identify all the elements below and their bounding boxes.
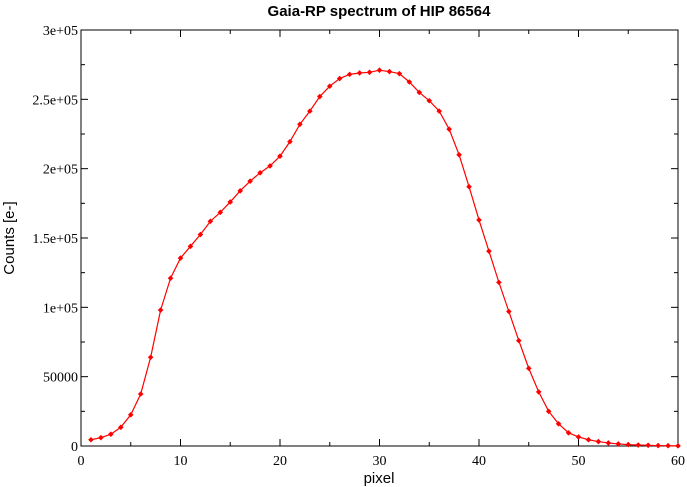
data-point bbox=[187, 243, 194, 250]
data-point bbox=[506, 308, 512, 315]
data-point bbox=[277, 153, 283, 159]
data-point bbox=[565, 430, 572, 436]
data-point bbox=[665, 442, 671, 449]
data-point bbox=[486, 248, 492, 254]
data-point bbox=[555, 421, 562, 427]
x-axis-label: pixel bbox=[364, 470, 395, 487]
data-point bbox=[247, 178, 253, 184]
x-tick-label: 20 bbox=[273, 454, 287, 469]
data-point bbox=[406, 79, 413, 85]
data-point bbox=[426, 97, 433, 104]
data-point bbox=[267, 163, 273, 169]
data-point bbox=[456, 152, 462, 158]
data-point bbox=[516, 337, 522, 344]
data-point bbox=[496, 279, 502, 286]
chart-title: Gaia-RP spectrum of HIP 86564 bbox=[268, 3, 492, 20]
data-point bbox=[127, 412, 134, 418]
data-point bbox=[386, 68, 393, 75]
data-point bbox=[346, 71, 353, 78]
data-point bbox=[336, 75, 343, 82]
data-point bbox=[605, 440, 612, 446]
y-tick-label: 50000 bbox=[43, 371, 78, 386]
data-point bbox=[108, 431, 114, 438]
y-tick-label: 2e+05 bbox=[43, 163, 78, 178]
data-point bbox=[147, 354, 154, 361]
data-point bbox=[356, 70, 363, 76]
data-point bbox=[227, 199, 234, 205]
y-tick-label: 1.5e+05 bbox=[32, 232, 78, 247]
data-point bbox=[615, 441, 622, 447]
y-tick-label: 2.5e+05 bbox=[32, 93, 78, 108]
data-point bbox=[177, 255, 184, 261]
data-point bbox=[326, 83, 333, 89]
data-point bbox=[307, 108, 313, 114]
x-tick-label: 10 bbox=[174, 454, 188, 469]
x-tick-label: 0 bbox=[78, 454, 85, 469]
data-point bbox=[376, 67, 383, 74]
data-point bbox=[476, 217, 482, 223]
data-point bbox=[535, 389, 542, 395]
y-axis-label: Counts [e-] bbox=[1, 201, 18, 274]
data-point bbox=[446, 126, 452, 132]
x-tick-label: 60 bbox=[671, 454, 685, 469]
data-point bbox=[575, 434, 582, 440]
data-point bbox=[137, 391, 144, 397]
y-tick-label: 0 bbox=[71, 440, 78, 455]
data-point bbox=[416, 89, 423, 96]
data-point bbox=[645, 442, 651, 449]
x-tick-label: 50 bbox=[572, 454, 586, 469]
data-point bbox=[217, 209, 224, 216]
data-point bbox=[257, 170, 263, 176]
data-point bbox=[237, 188, 243, 194]
data-point bbox=[287, 138, 293, 145]
data-point bbox=[595, 438, 602, 445]
data-point bbox=[207, 218, 214, 225]
y-tick-label: 3e+05 bbox=[43, 24, 78, 39]
data-point bbox=[585, 436, 592, 443]
y-axis: 0 50000 1e+05 1.5e+05 2e+05 2.5e+05 3e+05 bbox=[32, 24, 678, 455]
data-point bbox=[675, 443, 681, 449]
x-tick-label: 40 bbox=[472, 454, 486, 469]
data-point bbox=[625, 441, 632, 448]
data-point bbox=[297, 121, 303, 128]
data-point bbox=[118, 424, 124, 431]
plot-frame bbox=[80, 29, 679, 447]
data-point bbox=[98, 434, 104, 441]
data-point bbox=[545, 408, 552, 415]
data-point bbox=[635, 442, 641, 448]
data-point bbox=[88, 436, 94, 443]
data-point bbox=[366, 69, 373, 76]
x-axis: 0 10 20 30 40 50 60 bbox=[78, 30, 685, 469]
data-point bbox=[157, 307, 164, 313]
x-tick-label: 30 bbox=[373, 454, 387, 469]
data-point bbox=[396, 70, 403, 77]
data-point bbox=[436, 108, 442, 114]
data-point bbox=[525, 365, 532, 372]
series-layer bbox=[88, 67, 681, 449]
data-point bbox=[197, 231, 204, 238]
data-point bbox=[655, 442, 661, 449]
data-point bbox=[317, 93, 323, 100]
data-point bbox=[167, 275, 174, 282]
data-point bbox=[466, 183, 472, 190]
y-tick-label: 1e+05 bbox=[43, 301, 78, 316]
